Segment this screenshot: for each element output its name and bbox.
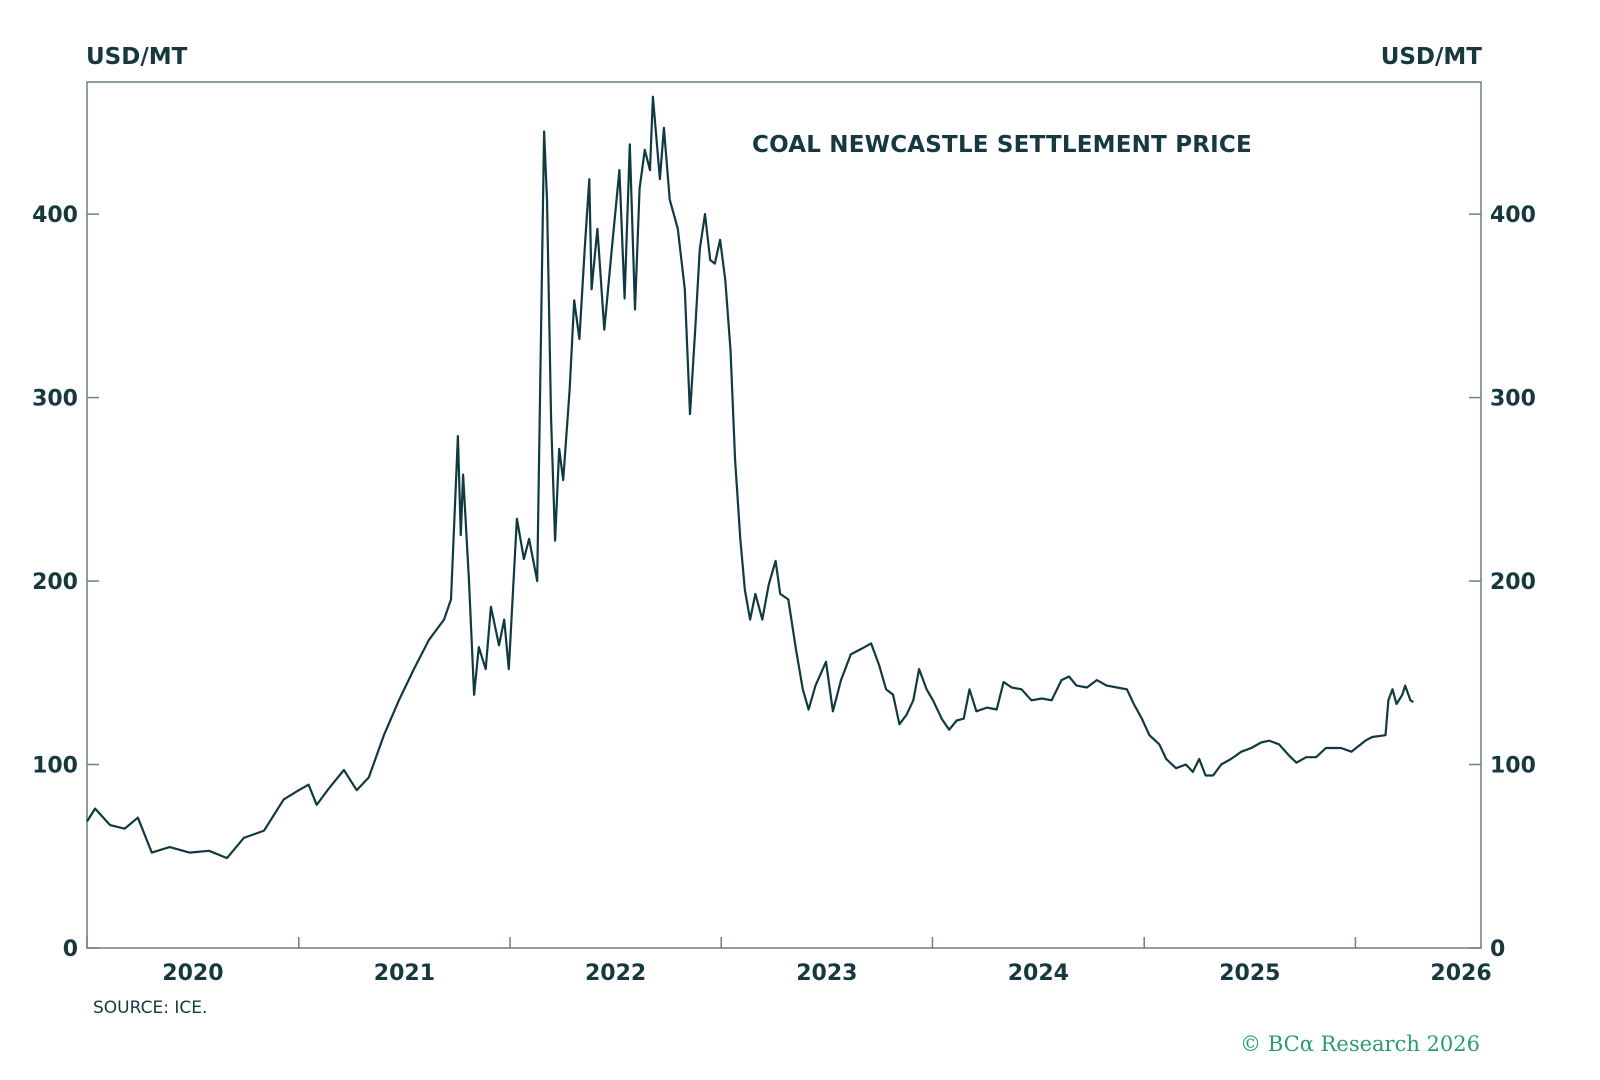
source-note: SOURCE: ICE. [93,998,208,1018]
x-tick-label: 2025 [1219,961,1280,986]
y-tick-label-right: 0 [1490,937,1505,962]
y-tick-label-right: 400 [1490,203,1536,228]
plot-frame [86,81,1482,949]
y-tick-label-left: 0 [63,937,78,962]
series-line [86,95,1414,860]
x-tick-label: 2020 [162,961,223,986]
y-tick-label-left: 100 [32,754,78,779]
y-tick-label-left: 200 [32,570,78,595]
x-tick-label: 2022 [585,961,646,986]
x-tick-label: 2026 [1430,961,1491,986]
x-tick-label: 2021 [374,961,435,986]
copyright-logo: © BCα Research 2026 [1240,1032,1480,1056]
right-axis-unit: USD/MT [1380,44,1482,70]
x-tick-label: 2023 [796,961,857,986]
x-tick-label: 2024 [1008,961,1069,986]
y-tick-label-right: 200 [1490,570,1536,595]
y-tick-label-left: 400 [32,203,78,228]
y-tick-label-right: 300 [1490,387,1536,412]
chart-title: COAL NEWCASTLE SETTLEMENT PRICE [752,132,1252,158]
y-tick-label-right: 100 [1490,754,1536,779]
left-axis-unit: USD/MT [86,44,188,70]
y-tick-label-left: 300 [32,387,78,412]
